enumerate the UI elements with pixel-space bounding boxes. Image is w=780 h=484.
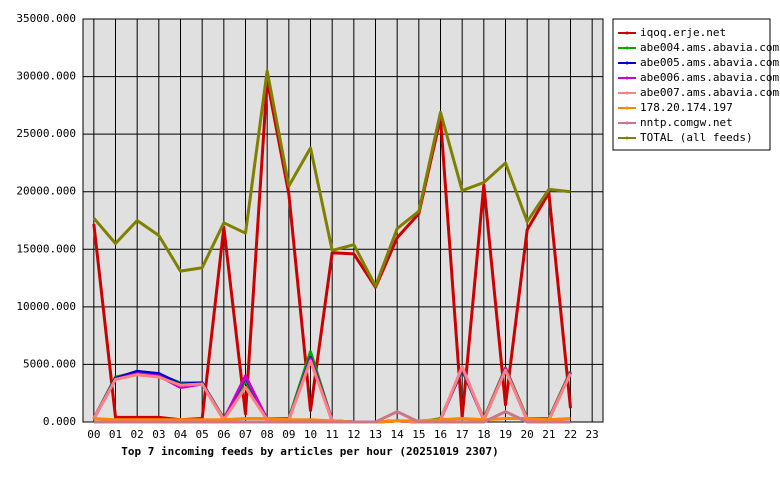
x-tick-label: 12 xyxy=(347,428,360,441)
y-tick-label: 35000.000 xyxy=(16,12,76,25)
y-tick-label: 0.000 xyxy=(43,415,76,428)
legend-marker xyxy=(625,61,629,65)
legend-marker xyxy=(625,106,629,110)
legend-label: TOTAL (all feeds) xyxy=(640,131,753,144)
legend-marker xyxy=(625,136,629,140)
y-tick-label: 15000.000 xyxy=(16,242,76,255)
y-tick-label: 25000.000 xyxy=(16,127,76,140)
legend-marker xyxy=(625,46,629,50)
y-tick-label: 5000.000 xyxy=(23,357,76,370)
x-tick-label: 07 xyxy=(239,428,252,441)
y-tick-label: 30000.000 xyxy=(16,70,76,83)
x-tick-label: 15 xyxy=(412,428,425,441)
legend-marker xyxy=(625,121,629,125)
legend-label: iqoq.erje.net xyxy=(640,26,726,39)
x-tick-label: 03 xyxy=(152,428,165,441)
legend-label: abe007.ams.abavia.com xyxy=(640,86,779,99)
series-line xyxy=(93,410,571,424)
x-tick-label: 14 xyxy=(391,428,405,441)
legend-label: 178.20.174.197 xyxy=(640,101,733,114)
x-tick-label: 09 xyxy=(282,428,295,441)
y-tick-label: 10000.000 xyxy=(16,300,76,313)
legend-marker xyxy=(625,31,629,35)
x-tick-label: 17 xyxy=(456,428,469,441)
legend-label: abe005.ams.abavia.com xyxy=(640,56,779,69)
x-tick-label: 21 xyxy=(542,428,555,441)
legend xyxy=(612,18,771,151)
x-tick-label: 22 xyxy=(564,428,577,441)
legend-marker xyxy=(625,76,629,80)
x-tick-label: 02 xyxy=(131,428,144,441)
x-tick-label: 16 xyxy=(434,428,447,441)
x-tick-label: 18 xyxy=(477,428,490,441)
x-tick-label: 00 xyxy=(87,428,100,441)
x-tick-label: 23 xyxy=(586,428,599,441)
x-tick-label: 08 xyxy=(261,428,274,441)
chart-title: Top 7 incoming feeds by articles per hou… xyxy=(121,445,499,458)
x-tick-label: 01 xyxy=(109,428,122,441)
legend-label: abe006.ams.abavia.com xyxy=(640,71,779,84)
x-tick-label: 20 xyxy=(521,428,534,441)
y-tick-label: 20000.000 xyxy=(16,185,76,198)
x-tick-label: 10 xyxy=(304,428,317,441)
series-line xyxy=(92,69,571,288)
legend-label: abe004.ams.abavia.com xyxy=(640,41,779,54)
x-tick-label: 06 xyxy=(217,428,230,441)
x-tick-label: 04 xyxy=(174,428,188,441)
x-tick-label: 13 xyxy=(369,428,382,441)
legend-marker xyxy=(625,91,629,95)
x-tick-label: 11 xyxy=(326,428,339,441)
legend-label: nntp.comgw.net xyxy=(640,116,733,129)
x-tick-label: 19 xyxy=(499,428,512,441)
plot-area xyxy=(83,19,603,422)
x-tick-label: 05 xyxy=(196,428,209,441)
